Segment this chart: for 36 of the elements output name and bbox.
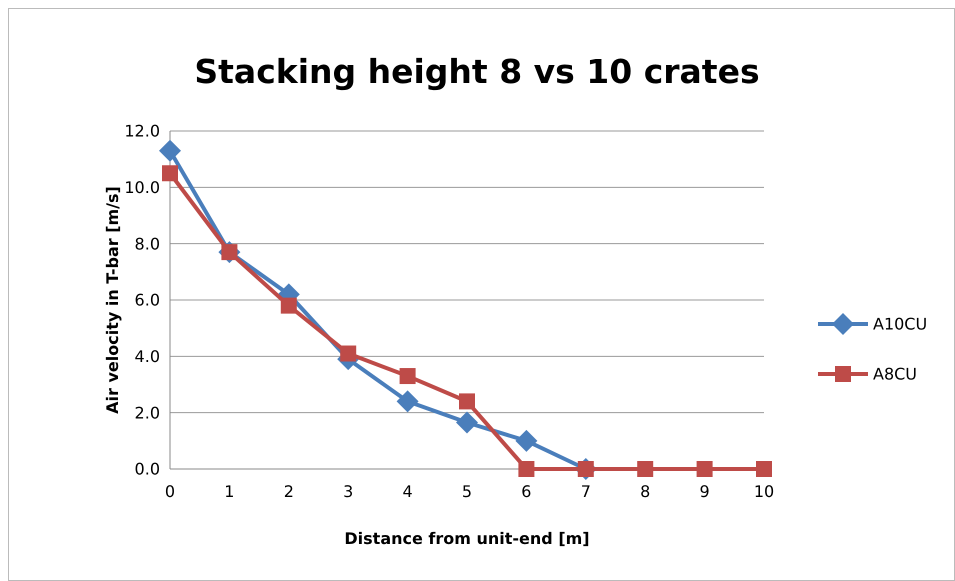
- point: [340, 346, 356, 362]
- x-axis-title: Distance from unit-end [m]: [344, 529, 590, 548]
- chart-title: Stacking height 8 vs 10 crates: [194, 52, 760, 91]
- x-tick-label: 2: [284, 482, 294, 501]
- x-tick-label: 5: [462, 482, 472, 501]
- x-tick-label: 6: [521, 482, 532, 501]
- x-tick-label: 3: [343, 482, 354, 501]
- point: [518, 461, 534, 477]
- point: [515, 430, 538, 452]
- x-tick-label: 8: [640, 482, 650, 501]
- point: [280, 298, 297, 314]
- point: [400, 368, 416, 384]
- y-tick-label: 8.0: [134, 234, 160, 254]
- point: [396, 390, 419, 412]
- point: [459, 393, 475, 410]
- legend-label: A8CU: [873, 364, 918, 384]
- y-tick-label: 0.0: [134, 460, 160, 479]
- x-tick-label: 4: [402, 482, 413, 501]
- point: [159, 140, 181, 162]
- y-tick-label: 4.0: [134, 346, 160, 366]
- point: [756, 461, 772, 477]
- x-tick-label: 9: [700, 482, 710, 501]
- point: [637, 461, 654, 477]
- legend-label: A10CU: [873, 314, 928, 334]
- y-tick-label: 10.0: [124, 178, 160, 197]
- y-axis-title: Air velocity in T-bar [m/s]: [103, 186, 122, 414]
- x-tick-label: 10: [754, 482, 774, 501]
- x-tick-label: 7: [580, 482, 591, 501]
- x-tick-label: 1: [224, 482, 234, 501]
- x-tick-label: 0: [164, 482, 176, 501]
- point: [162, 165, 178, 182]
- y-tick-label: 12.0: [124, 122, 160, 141]
- point: [696, 461, 713, 477]
- y-tick-label: 6.0: [134, 290, 160, 310]
- point: [456, 412, 478, 434]
- y-tick-label: 2.0: [134, 403, 160, 422]
